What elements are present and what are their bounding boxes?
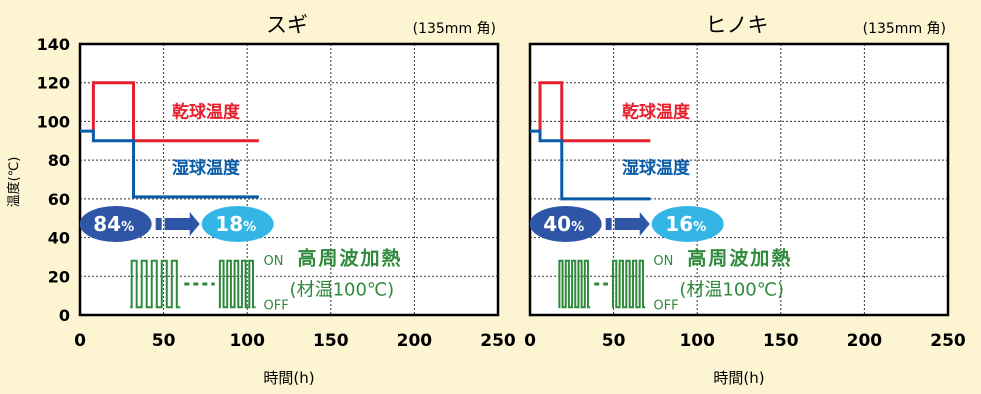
- y-tick-label: 0: [59, 306, 70, 325]
- y-tick-label: 120: [37, 74, 70, 93]
- wet-bulb-line: [530, 129, 651, 201]
- x-tick-label: 100: [229, 331, 265, 351]
- x-tick-label: 150: [763, 331, 799, 351]
- x-tick-label: 150: [313, 331, 349, 351]
- chart-subtitle: (135mm 角): [413, 21, 496, 37]
- heating-on-label: ON: [653, 254, 673, 269]
- moisture-before-badge: [79, 206, 152, 243]
- plot-area: [80, 44, 498, 315]
- plot-frame: [528, 42, 950, 317]
- moisture-after-badge: [201, 206, 274, 243]
- y-tick-label: 140: [37, 35, 70, 54]
- heating-pulses: [218, 259, 256, 309]
- x-tick-label: 200: [397, 331, 433, 351]
- heating-pulses: [558, 259, 591, 309]
- heating-on-label: ON: [264, 254, 284, 269]
- chart-title: ヒノキ: [706, 13, 769, 37]
- x-tick-label: 100: [679, 331, 715, 351]
- arrow-segment: [605, 218, 612, 231]
- y-tick-label: 20: [48, 267, 70, 286]
- x-tick-label: 250: [480, 331, 516, 351]
- arrow-right-icon: [164, 212, 200, 237]
- heating-title: 高周波加熱: [687, 247, 792, 270]
- y-axis-label: 温度(℃): [6, 157, 22, 208]
- wet-bulb-label: 湿球温度: [622, 158, 691, 179]
- x-tick-label: 50: [602, 331, 626, 351]
- x-tick-label: 250: [930, 331, 966, 351]
- x-tick-label: 0: [524, 331, 536, 351]
- chart-subtitle: (135mm 角): [863, 21, 946, 37]
- moisture-unit: %: [693, 220, 706, 235]
- arrow-right-icon: [614, 212, 650, 237]
- y-tick-label: 60: [48, 190, 70, 209]
- heating-note: (材温100℃): [679, 280, 784, 301]
- x-tick-label: 50: [152, 331, 176, 351]
- x-axis-label: 時間(h): [263, 369, 314, 387]
- heating-off-label: OFF: [653, 298, 678, 313]
- x-tick-label: 0: [74, 331, 86, 351]
- wet-bulb-line: [80, 129, 259, 199]
- dry-bulb-label: 乾球温度: [622, 102, 691, 123]
- plot-area: [530, 44, 948, 315]
- y-tick-label: 100: [37, 112, 70, 131]
- moisture-unit: %: [243, 220, 256, 235]
- heating-note: (材温100℃): [290, 280, 395, 301]
- y-tick-label: 40: [48, 229, 70, 248]
- moisture-unit: %: [121, 220, 134, 235]
- chart-title: スギ: [266, 13, 308, 37]
- y-tick-label: 80: [48, 151, 70, 170]
- moisture-after-badge: [651, 206, 724, 243]
- heating-pulses: [130, 259, 181, 309]
- x-axis-label: 時間(h): [713, 369, 764, 387]
- moisture-before-badge: [529, 206, 602, 243]
- dry-bulb-line: [538, 81, 651, 143]
- moisture-before-value: 40%: [543, 212, 584, 236]
- wet-bulb-label: 湿球温度: [172, 158, 241, 179]
- chart-panel-2: ヒノキ (135mm 角) 0 50 100 150 200 250 時間(h) 乾球温度湿球温度…: [524, 13, 966, 387]
- moisture-unit: %: [571, 220, 584, 235]
- heating-pulses: [611, 259, 646, 309]
- heating-off-label: OFF: [264, 298, 289, 313]
- dry-bulb-line: [91, 81, 259, 143]
- arrow-segment: [155, 218, 162, 231]
- heating-title: 高周波加熱: [298, 247, 403, 270]
- x-tick-label: 200: [847, 331, 883, 351]
- chart-panel-1: スギ (135mm 角) 0 50 100 150 200 250 0 20 40 60 80 100 12…: [37, 13, 516, 387]
- dry-bulb-label: 乾球温度: [172, 102, 241, 123]
- plot-frame: [78, 42, 500, 317]
